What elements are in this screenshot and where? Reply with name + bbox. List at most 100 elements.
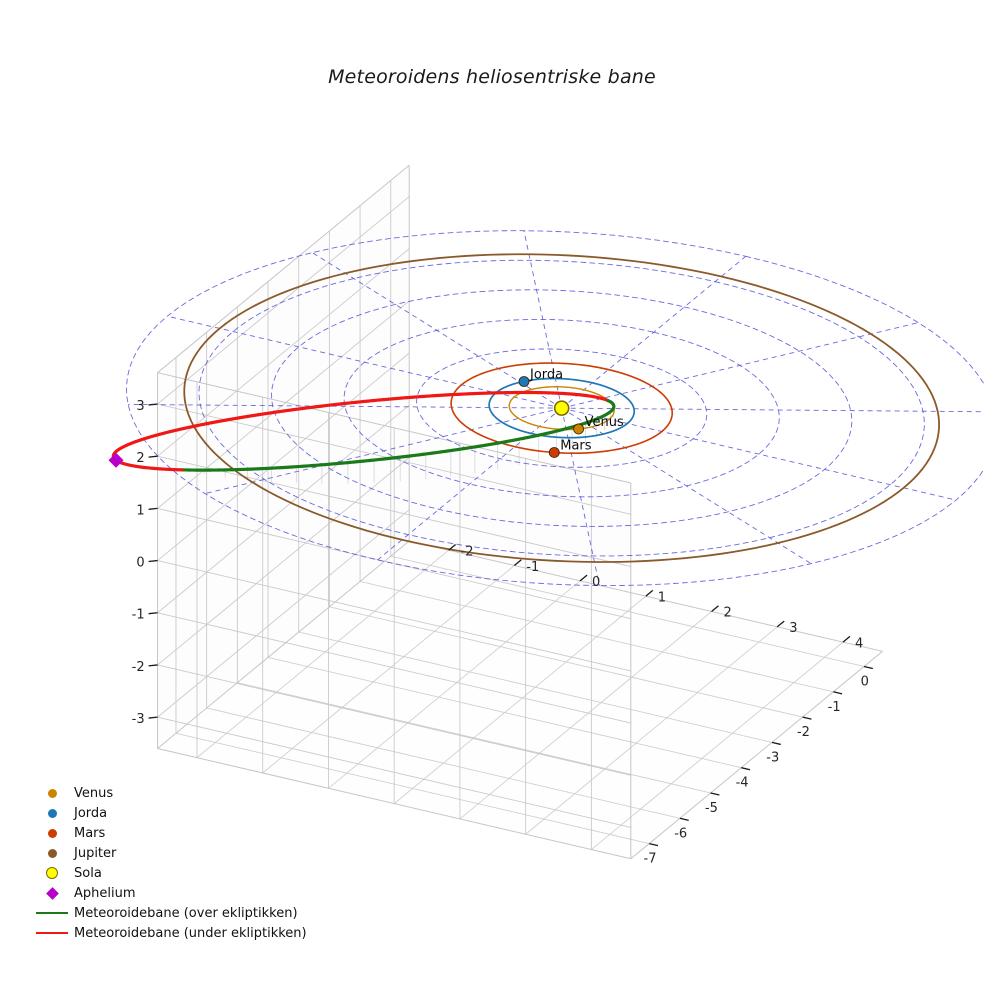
tick-mark [842, 635, 851, 643]
tick-mark [148, 664, 158, 667]
legend-item[interactable]: Venus [30, 783, 330, 803]
x-tick-label: -3 [766, 750, 779, 765]
x-tick-label: -4 [736, 776, 749, 791]
legend-marker-venus [30, 788, 74, 798]
x-tick-label: 0 [861, 675, 869, 690]
tick-mark [579, 574, 588, 582]
grid-xz-horiz [157, 248, 410, 457]
y-tick-label: -2 [461, 544, 474, 559]
legend-line-under-ekliptikken [30, 932, 74, 934]
legend-marker-sola [30, 867, 74, 879]
orbit-stem-lines [203, 405, 615, 484]
legend-line-over-ekliptikken [30, 912, 74, 914]
legend-item-label: Jorda [74, 805, 108, 821]
tick-mark [771, 741, 781, 746]
jupiter-orbit [183, 253, 940, 563]
grid-yz-horiz [157, 560, 631, 672]
grid-floor-y [459, 611, 712, 820]
polar-spoke [204, 407, 562, 495]
axis-ticks: -7 -6 -5 -4 -3 -2 -1 0 -2 -1 0 1 2 3 4 3 2 1 0 -1 -2 -3 [132, 399, 873, 867]
grid-yz-horiz [157, 455, 631, 567]
legend-item-label: Meteoroidebane (over ekliptikken) [74, 905, 298, 921]
y-tick-label: 4 [855, 636, 863, 651]
solar-system-bodies: Venus Jorda Mars [108, 367, 624, 468]
tick-mark [741, 767, 751, 771]
tick-mark [148, 612, 158, 615]
z-tick-label: -3 [132, 712, 145, 727]
grid-yz-horiz [157, 716, 631, 828]
planet-label-mars: Mars [560, 438, 592, 453]
planet-label-venus: Venus [585, 415, 624, 430]
tick-mark [833, 691, 843, 695]
legend: Venus Jorda Mars Jupiter Sola Aphelium Meteoro… [30, 783, 330, 943]
tick-mark [711, 605, 719, 612]
grid-xz-horiz [157, 300, 410, 509]
polar-spoke [561, 407, 984, 413]
grid-xz-horiz [157, 457, 410, 666]
polar-spoke [561, 322, 919, 409]
z-tick-label: -2 [132, 660, 145, 675]
legend-item[interactable]: Meteoroidebane (over ekliptikken) [30, 903, 330, 923]
planet-label-jorda: Jorda [529, 367, 563, 382]
grid-xz-horiz [157, 509, 410, 718]
grid-floor-y [525, 626, 778, 835]
box-edge [157, 164, 410, 374]
legend-item-label: Sola [74, 865, 102, 881]
grid-xz-horiz [157, 196, 410, 405]
y-tick-label: 0 [592, 575, 600, 590]
tick-mark [448, 543, 456, 551]
z-tick-label: -1 [132, 608, 145, 623]
legend-item[interactable]: Sola [30, 863, 330, 883]
legend-item-label: Mars [74, 825, 106, 841]
legend-item[interactable]: Jorda [30, 803, 330, 823]
tick-mark [679, 817, 689, 821]
z-tick-label: 1 [136, 503, 144, 518]
planet-marker-venus [573, 423, 584, 435]
box-edge [630, 650, 883, 860]
axis-gridlines [157, 164, 883, 860]
legend-item-label: Venus [74, 785, 114, 801]
grid-floor-y [262, 565, 515, 774]
legend-item-label: Jupiter [74, 845, 117, 861]
aphelium-marker [108, 452, 124, 468]
planet-marker-mars [548, 447, 560, 458]
box-edge [157, 747, 631, 860]
legend-marker-aphelium [30, 886, 74, 900]
sun-marker [553, 400, 570, 416]
planet-marker-jorda [518, 376, 530, 387]
tick-mark [710, 792, 720, 796]
x-tick-label: -5 [705, 801, 718, 816]
tick-mark [148, 507, 158, 510]
legend-item[interactable]: Meteoroidebane (under ekliptikken) [30, 923, 330, 943]
legend-item[interactable]: Mars [30, 823, 330, 843]
grid-xz-horiz [157, 352, 410, 561]
x-tick-label: -6 [674, 826, 687, 841]
box-edge [157, 372, 631, 484]
y-tick-label: 3 [789, 621, 797, 636]
legend-marker-mars [30, 828, 74, 838]
y-tick-label: -1 [526, 560, 539, 575]
y-tick-label: 2 [723, 606, 731, 621]
x-tick-label: -7 [644, 852, 657, 867]
tick-mark [148, 559, 158, 563]
z-tick-label: 2 [136, 451, 144, 466]
legend-marker-jupiter [30, 848, 74, 858]
grid-yz-horiz [157, 612, 631, 724]
z-tick-label: 3 [136, 399, 144, 414]
legend-item-label: Aphelium [74, 885, 136, 901]
legend-item[interactable]: Jupiter [30, 843, 330, 863]
grid-floor-y [196, 549, 449, 759]
tick-mark [863, 665, 873, 670]
tick-mark [802, 716, 812, 720]
polar-spoke [561, 255, 747, 409]
grid-yz-horiz [157, 507, 631, 620]
y-tick-label: 1 [658, 590, 666, 605]
tick-mark [649, 842, 659, 847]
box-edge [157, 540, 410, 749]
legend-item[interactable]: Aphelium [30, 883, 330, 903]
tick-mark [148, 455, 158, 458]
tick-mark [513, 559, 522, 567]
tick-mark [645, 589, 654, 597]
tick-mark [148, 403, 158, 406]
